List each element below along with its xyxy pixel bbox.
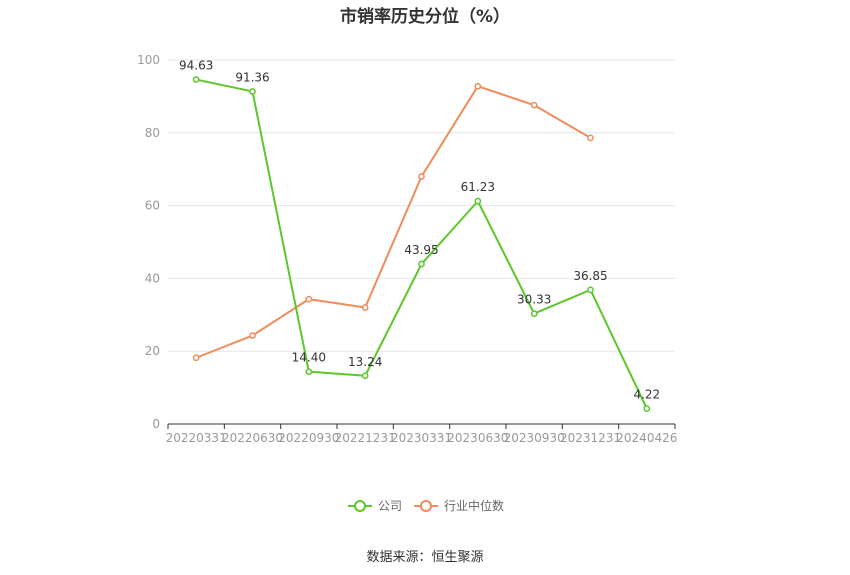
company-data-point xyxy=(587,286,594,294)
company-data-point xyxy=(474,197,482,205)
x-tick-label: 20220331 xyxy=(166,431,227,445)
industry-median-series-line xyxy=(195,85,592,359)
x-tick-label: 20221231 xyxy=(335,431,396,445)
chart-title: 市销率历史分位（%） xyxy=(339,7,511,27)
company-data-point xyxy=(418,260,425,268)
company-data-point xyxy=(305,368,313,375)
x-tick-label: 20230331 xyxy=(391,431,452,445)
industry-median-data-point xyxy=(474,82,482,90)
y-tick-label: 60 xyxy=(145,199,160,213)
industry-median-data-point xyxy=(530,101,538,109)
legend-industry-median-label: 行业中位数 xyxy=(444,498,504,513)
data-label: 43.95 xyxy=(404,243,438,257)
data-label: 4.22 xyxy=(633,388,660,402)
industry-median-data-point xyxy=(418,173,425,180)
company-data-point xyxy=(192,76,200,83)
x-tick-label: 20230630 xyxy=(447,431,508,445)
y-tick-label: 40 xyxy=(145,271,160,285)
industry-median-data-point xyxy=(249,332,256,339)
data-label: 13.24 xyxy=(348,355,382,369)
data-label: 61.23 xyxy=(461,180,495,194)
legend-industry-median-marker xyxy=(420,500,432,512)
industry-median-data-point xyxy=(587,134,594,142)
data-label: 30.33 xyxy=(517,293,551,307)
legend-company-label: 公司 xyxy=(378,499,402,513)
industry-median-data-point xyxy=(361,304,369,311)
industry-median-data-point xyxy=(305,295,313,303)
company-data-point xyxy=(249,88,256,95)
x-tick-label: 20231231 xyxy=(560,431,621,445)
y-tick-label: 100 xyxy=(137,53,160,67)
y-tick-label: 80 xyxy=(145,126,160,140)
industry-median-data-point xyxy=(192,354,200,362)
company-data-point xyxy=(361,372,369,380)
x-tick-label: 20220930 xyxy=(278,431,339,445)
company-data-point xyxy=(643,405,651,412)
data-label: 36.85 xyxy=(573,269,607,283)
x-tick-label: 20240426 xyxy=(616,431,677,445)
x-tick-label: 20230930 xyxy=(504,431,565,445)
data-label: 94.63 xyxy=(179,59,213,73)
y-tick-label: 0 xyxy=(152,417,160,431)
legend-company-marker xyxy=(354,500,366,512)
x-tick-label: 20220630 xyxy=(222,431,283,445)
data-source: 数据来源：恒生聚源 xyxy=(366,550,484,565)
data-label: 14.40 xyxy=(292,351,326,365)
company-data-point xyxy=(530,310,538,317)
data-label: 91.36 xyxy=(235,70,269,84)
y-tick-label: 20 xyxy=(145,344,160,358)
